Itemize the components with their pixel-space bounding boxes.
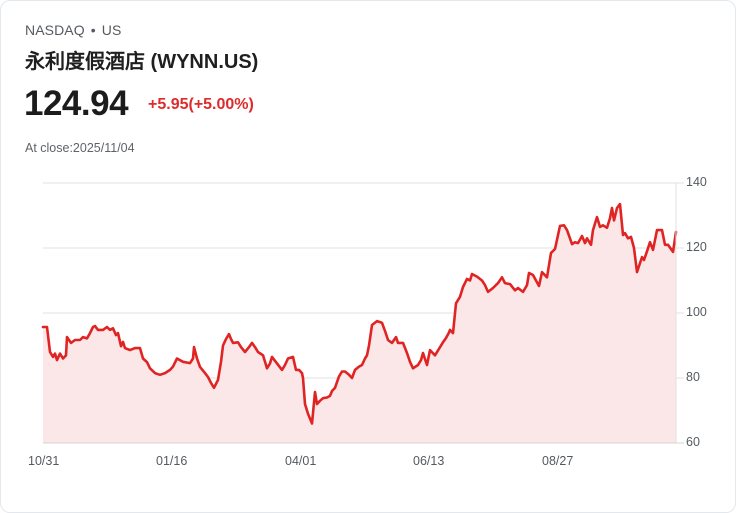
- y-tick-label: 140: [686, 175, 707, 189]
- exchange-line: NASDAQ • US: [25, 22, 121, 38]
- exchange-name: NASDAQ: [25, 22, 85, 38]
- y-tick-label: 100: [686, 305, 707, 319]
- y-tick-label: 80: [686, 370, 700, 384]
- stock-title: 永利度假酒店 (WYNN.US): [25, 51, 259, 73]
- x-tick-label: 06/13: [413, 454, 445, 468]
- price-area-fill: [43, 204, 676, 443]
- price-line: [41, 202, 678, 425]
- close-timestamp: At close:2025/11/04: [25, 141, 135, 155]
- separator-dot: •: [90, 22, 96, 38]
- market-name: US: [101, 22, 122, 38]
- x-tick-label: 08/27: [542, 454, 574, 468]
- x-tick-label: 10/31: [28, 454, 60, 468]
- y-tick-label: 120: [686, 240, 707, 254]
- x-tick-label: 01/16: [156, 454, 188, 468]
- current-price: 124.94: [24, 84, 129, 123]
- y-tick-label: 60: [686, 435, 700, 449]
- price-change: +5.95(+5.00%): [148, 96, 254, 113]
- x-tick-label: 04/01: [285, 454, 317, 468]
